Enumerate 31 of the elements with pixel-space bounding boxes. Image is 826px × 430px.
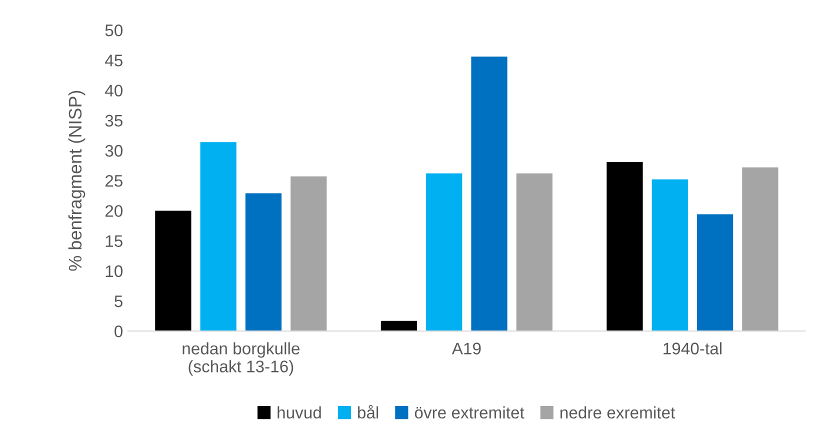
bar <box>471 56 508 332</box>
bar <box>290 176 327 332</box>
y-tick-label: 0 <box>114 326 123 338</box>
bar <box>742 167 778 332</box>
y-tick-label: 5 <box>114 296 122 308</box>
bar <box>245 193 282 332</box>
y-tick-label: 45 <box>105 54 122 66</box>
bar <box>696 214 734 332</box>
y-tick-label: 30 <box>105 144 123 157</box>
bar <box>606 162 643 332</box>
bar <box>516 173 552 332</box>
bar <box>652 179 688 332</box>
legend-label: nedre exremitet <box>560 406 676 419</box>
y-tick-label: 40 <box>105 84 123 97</box>
bar <box>155 210 192 332</box>
x-tick-label: A19 <box>452 342 481 354</box>
legend-label: huvud <box>278 406 321 419</box>
y-tick-label: 35 <box>105 114 122 127</box>
y-axis-title: % benfragment (NISP) <box>68 90 86 271</box>
y-tick-label: 25 <box>105 175 122 187</box>
bar <box>380 320 418 332</box>
legend-label: bål <box>358 404 378 419</box>
y-tick-label: 50 <box>105 24 123 36</box>
y-tick-label: 20 <box>105 205 123 217</box>
bar <box>426 173 462 332</box>
x-tick-label: 1940-tal <box>664 342 722 354</box>
x-tick-label: nedan borgkulle (schakt 13-16) <box>182 342 300 376</box>
bar <box>200 142 236 332</box>
y-tick-label: 10 <box>106 265 123 278</box>
y-tick-label: 15 <box>106 235 122 248</box>
legend-label: övre extremitet <box>414 406 524 419</box>
